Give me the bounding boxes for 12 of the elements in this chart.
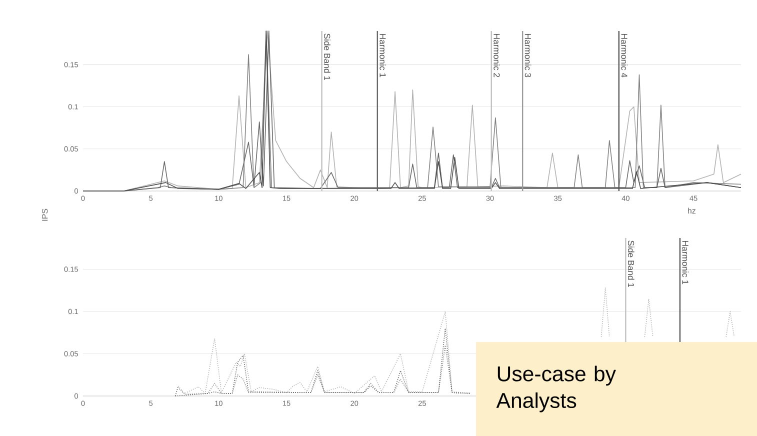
ref-line-label: Harmonic 1 xyxy=(682,240,689,284)
ref-line-label: Harmonic 2 xyxy=(494,34,500,78)
ref-line-label: Side Band 1 xyxy=(324,34,330,80)
ref-line-label: Side Band 1 xyxy=(628,240,634,288)
y-axis-title: IPS xyxy=(42,208,48,221)
ref-line-label: Harmonic 4 xyxy=(621,34,628,78)
annotation: Use-case by Analysts xyxy=(496,366,616,412)
ref-line-label: Harmonic 3 xyxy=(524,34,532,78)
ref-line-label: Harmonic 1 xyxy=(380,34,386,78)
x-axis-title: hz xyxy=(688,208,696,214)
line-series xyxy=(174,328,470,396)
line-series xyxy=(82,30,742,192)
